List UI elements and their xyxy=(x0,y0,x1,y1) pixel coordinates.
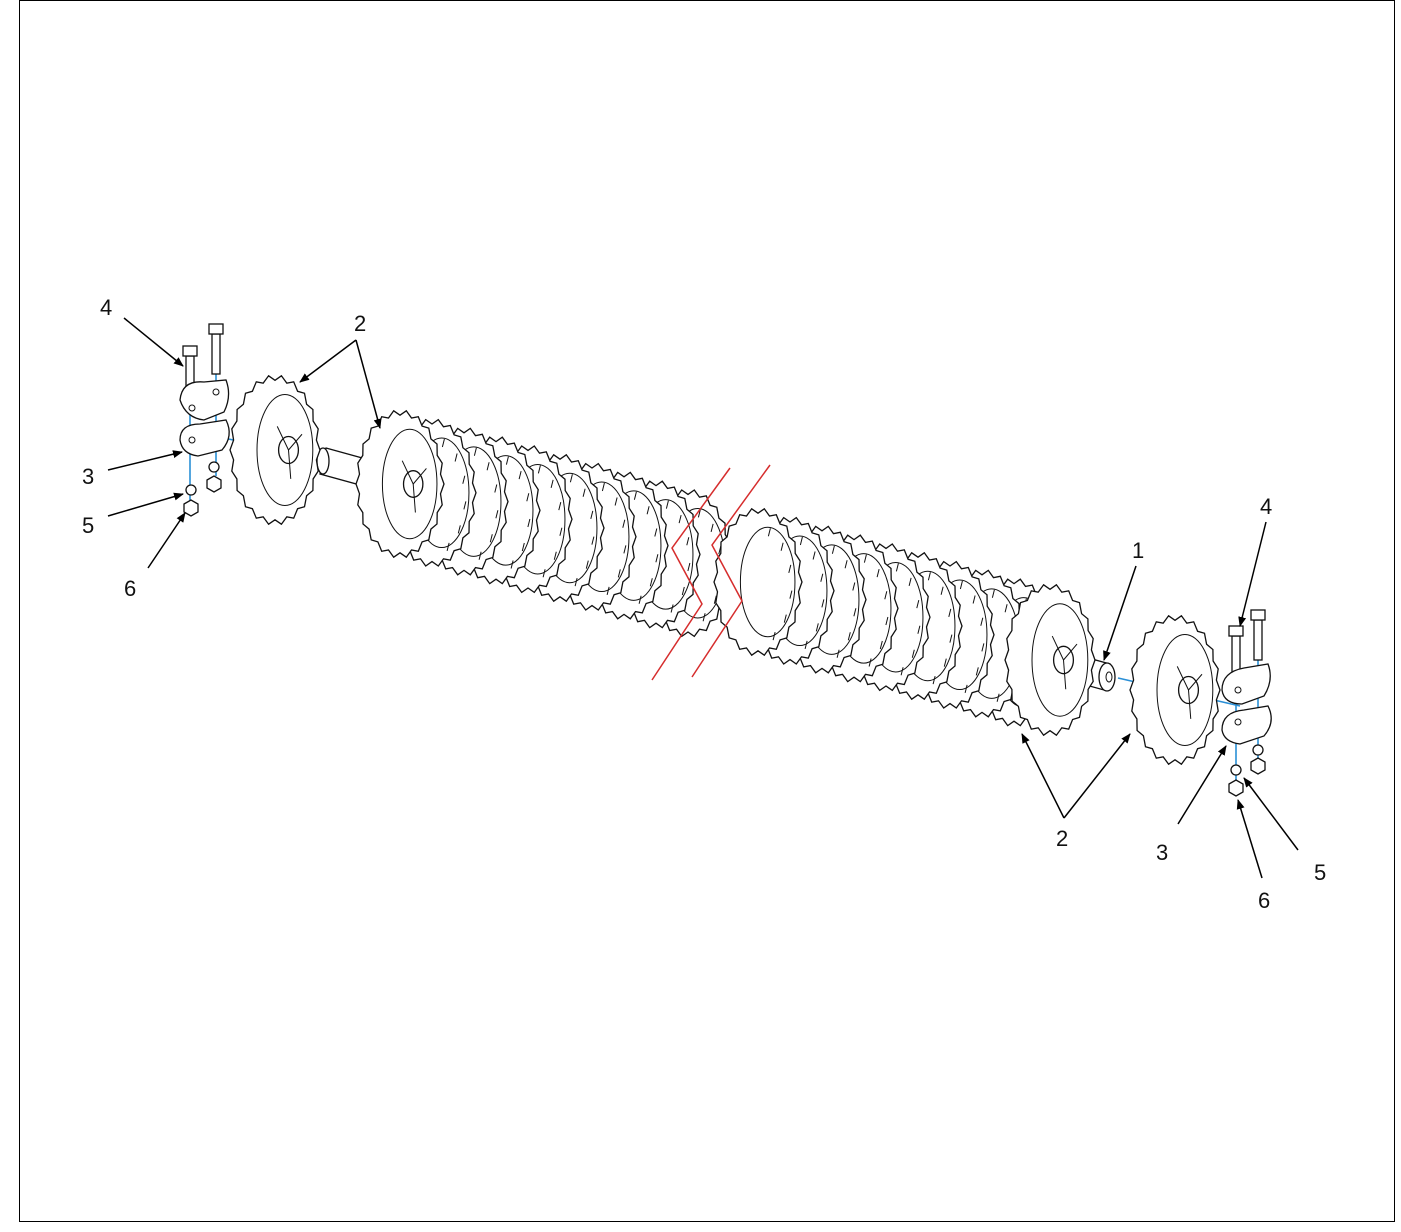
callout-3-left: 3 xyxy=(82,464,94,489)
callout-6-left: 6 xyxy=(124,576,136,601)
callouts: 4 2 3 5 6 1 4 2 3 5 6 xyxy=(82,295,1326,913)
leader-lines xyxy=(107,317,1299,879)
callout-5-left: 5 xyxy=(82,513,94,538)
disc-stack xyxy=(229,374,1221,766)
right-clamp-lower xyxy=(1221,705,1272,745)
left-bearing-assembly xyxy=(179,323,230,517)
callout-2-right: 2 xyxy=(1056,826,1068,851)
callout-4-right: 4 xyxy=(1260,494,1272,519)
disc-left-1 xyxy=(355,409,445,559)
callout-6-right: 6 xyxy=(1258,888,1270,913)
drawing-border xyxy=(19,0,1395,1222)
right-bearing-assembly xyxy=(1221,609,1272,797)
left-washer xyxy=(185,484,197,496)
disc-right-inner xyxy=(1004,583,1096,737)
left-clamp-upper xyxy=(179,379,230,421)
callout-5-right: 5 xyxy=(1314,860,1326,885)
left-bolt-2 xyxy=(208,323,224,375)
callout-1: 1 xyxy=(1132,538,1144,563)
right-washer xyxy=(1230,764,1242,776)
right-nut xyxy=(1228,779,1244,797)
callout-3-right: 3 xyxy=(1156,840,1168,865)
right-clamp-upper xyxy=(1221,663,1271,705)
break-lines xyxy=(651,464,771,681)
disc-right-1 xyxy=(713,507,803,657)
left-nut xyxy=(183,499,199,517)
end-disc-left xyxy=(229,374,321,526)
callout-4-left: 4 xyxy=(100,295,112,320)
callout-2-left: 2 xyxy=(354,311,366,336)
end-disc-right xyxy=(1129,614,1221,766)
right-bolt-2 xyxy=(1250,609,1266,661)
left-clamp-lower xyxy=(179,419,230,457)
